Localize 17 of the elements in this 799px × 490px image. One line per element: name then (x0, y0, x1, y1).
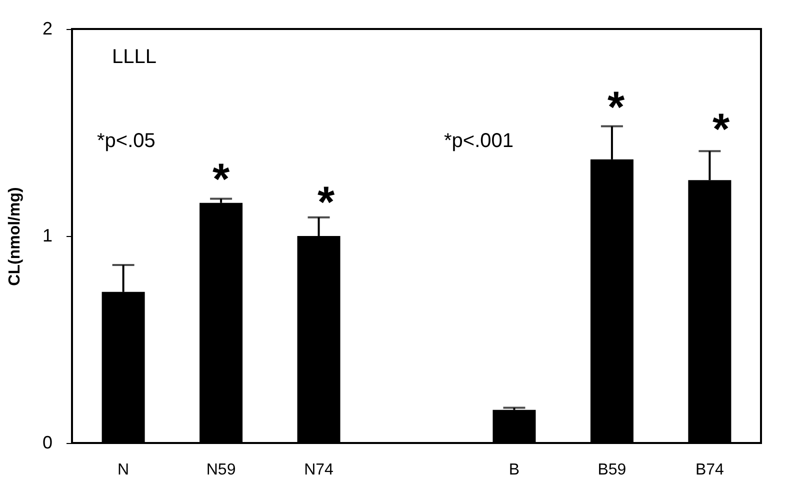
x-tick-label: B59 (598, 462, 626, 478)
annotation: * (712, 105, 730, 154)
x-tick-label: N59 (206, 462, 236, 478)
annotation: *p<.05 (97, 130, 156, 152)
annotation: * (212, 155, 230, 204)
annotation: LLLL (112, 46, 156, 68)
x-tick-label: N (118, 462, 130, 478)
annotation: * (607, 83, 626, 132)
x-tick-label: B (508, 462, 520, 478)
annotation: *p<.001 (444, 130, 514, 152)
x-tick-label: N74 (304, 462, 334, 478)
y-tick-label: 0 (42, 432, 52, 452)
y-tick-label: 1 (42, 226, 52, 246)
y-axis-title: CL(nmol/mg) (6, 187, 24, 286)
annotation: * (317, 178, 336, 227)
x-tick-label: B74 (695, 462, 724, 478)
y-tick-label: 2 (42, 18, 52, 38)
